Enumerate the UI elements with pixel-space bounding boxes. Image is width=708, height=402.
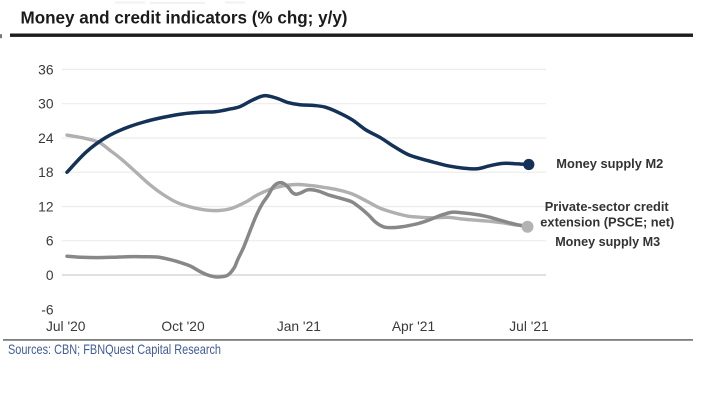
svg-text:6: 6: [46, 234, 54, 249]
svg-text:Private-sector credit: Private-sector credit: [545, 199, 670, 214]
svg-text:Money and credit indicators (%: Money and credit indicators (% chg; y/y): [21, 7, 348, 27]
svg-text:Jan '21: Jan '21: [277, 319, 321, 334]
svg-text:Oct '20: Oct '20: [161, 319, 205, 334]
svg-text:extension (PSCE; net): extension (PSCE; net): [540, 215, 674, 230]
svg-text:Money supply M3: Money supply M3: [555, 234, 660, 249]
svg-text:Sources: CBN; FBNQuest Capital: Sources: CBN; FBNQuest Capital Research: [8, 342, 221, 357]
svg-text:Apr '21: Apr '21: [392, 319, 435, 334]
svg-text:36: 36: [38, 62, 54, 77]
svg-text:0: 0: [46, 268, 54, 283]
svg-text:30: 30: [38, 97, 54, 112]
svg-text:Jul '20: Jul '20: [46, 319, 86, 334]
svg-text:12: 12: [38, 200, 53, 215]
svg-text:24: 24: [38, 131, 54, 146]
svg-text:Jul '21: Jul '21: [509, 319, 548, 334]
svg-text:-6: -6: [41, 302, 54, 317]
svg-text:Money supply M2: Money supply M2: [556, 156, 663, 171]
svg-text:18: 18: [38, 165, 54, 180]
